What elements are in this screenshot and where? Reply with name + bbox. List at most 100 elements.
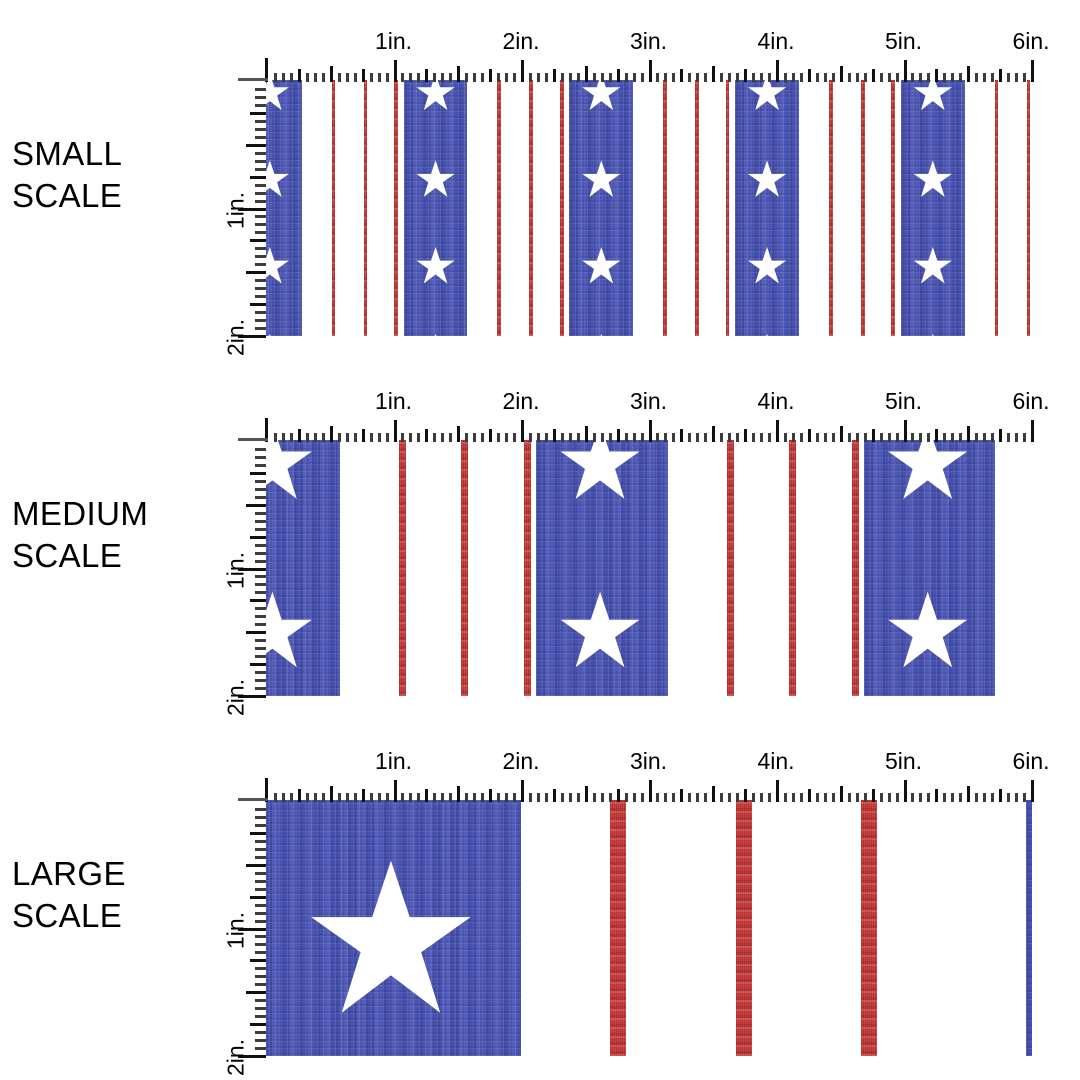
ruler-tick <box>752 793 756 802</box>
ruler-tick <box>760 73 764 82</box>
ruler-tick <box>688 433 692 442</box>
ruler-tick <box>473 793 477 802</box>
ruler-tick <box>847 433 851 442</box>
ruler-tick <box>680 429 684 442</box>
ruler-tick <box>959 433 963 442</box>
ruler-tick <box>847 73 851 82</box>
ruler-label-h: 6in. <box>1012 388 1050 414</box>
ruler-tick <box>417 73 421 82</box>
ruler-tick <box>457 426 461 442</box>
ruler-label-h: 2in. <box>502 388 540 414</box>
ruler-label-h: 5in. <box>884 388 923 414</box>
ruler-tick <box>616 789 620 802</box>
ruler-tick <box>250 831 266 835</box>
ruler-tick <box>255 151 266 155</box>
ruler-tick <box>560 433 564 442</box>
ruler-tick <box>712 426 716 442</box>
ruler-tick <box>712 66 716 82</box>
fabric-swatch-small <box>266 80 1032 336</box>
ruler-tick <box>688 73 692 82</box>
ruler-tick <box>943 73 947 82</box>
ruler-tick <box>1015 433 1019 442</box>
ruler-tick <box>255 263 266 267</box>
ruler-tick <box>255 1007 266 1011</box>
ruler-tick <box>760 793 764 802</box>
ruler-tick <box>951 793 955 802</box>
ruler-tick <box>895 73 899 82</box>
ruler-tick <box>927 433 931 442</box>
ruler-tick <box>911 73 915 82</box>
ruler-tick <box>409 73 413 82</box>
ruler-tick <box>497 793 501 802</box>
ruler-tick <box>345 73 349 82</box>
blue-star-panel <box>569 80 634 336</box>
ruler-tick <box>255 1031 266 1035</box>
ruler-tick <box>640 73 644 82</box>
ruler-tick <box>1023 73 1027 82</box>
ruler-tick <box>361 69 365 82</box>
ruler-tick <box>831 433 835 442</box>
ruler-tick <box>255 319 266 323</box>
ruler-tick <box>807 789 811 802</box>
red-stripe <box>398 440 406 696</box>
ruler-tick <box>536 793 540 802</box>
ruler-tick <box>616 429 620 442</box>
ruler-tick <box>255 591 266 595</box>
ruler-tick <box>983 73 987 82</box>
ruler-tick <box>401 793 405 802</box>
ruler-label-h: 3in. <box>629 388 668 414</box>
ruler-tick <box>783 73 787 82</box>
ruler-tick <box>255 623 266 627</box>
ruler-tick <box>513 73 517 82</box>
ruler-tick <box>489 789 493 802</box>
ruler-tick <box>255 1015 266 1019</box>
ruler-tick <box>728 73 732 82</box>
ruler-tick <box>640 793 644 802</box>
red-stripe <box>736 800 752 1056</box>
ruler-tick <box>329 426 333 442</box>
ruler-tick <box>337 433 341 442</box>
ruler-tick <box>489 69 493 82</box>
ruler-tick <box>369 433 373 442</box>
ruler-tick <box>656 73 660 82</box>
red-stripe <box>1026 80 1031 336</box>
ruler-tick <box>481 793 485 802</box>
ruler-tick <box>255 247 266 251</box>
ruler-tick <box>401 433 405 442</box>
ruler-tick <box>281 433 285 442</box>
vertical-ruler-small: 1in. 2in. <box>223 80 266 356</box>
ruler-tick <box>815 433 819 442</box>
ruler-tick <box>255 559 266 563</box>
ruler-tick <box>847 793 851 802</box>
ruler-tick <box>1007 433 1011 442</box>
red-stripe <box>523 440 531 696</box>
ruler-tick <box>255 823 266 827</box>
ruler-tick <box>481 73 485 82</box>
ruler-tick <box>568 73 572 82</box>
star-icon <box>582 333 621 336</box>
ruler-tick <box>704 433 708 442</box>
red-stripe <box>994 80 999 336</box>
ruler-tick <box>337 793 341 802</box>
ruler-tick <box>255 255 266 259</box>
ruler-tick <box>255 967 266 971</box>
ruler-tick <box>369 73 373 82</box>
ruler-tick <box>250 1023 266 1027</box>
ruler-tick <box>457 66 461 82</box>
ruler-tick <box>887 793 891 802</box>
ruler-tick <box>329 66 333 82</box>
ruler-label-h: 5in. <box>884 28 923 54</box>
ruler-tick <box>672 433 676 442</box>
ruler-tick <box>425 789 429 802</box>
ruler-tick <box>255 287 266 291</box>
ruler-tick <box>513 433 517 442</box>
ruler-tick <box>752 73 756 82</box>
ruler-tick <box>361 429 365 442</box>
ruler-tick <box>696 793 700 802</box>
ruler-tick <box>377 433 381 442</box>
star-icon <box>913 333 952 336</box>
ruler-tick <box>393 420 397 442</box>
red-stripe <box>891 80 896 336</box>
ruler-label-h: 1in. <box>374 388 413 414</box>
